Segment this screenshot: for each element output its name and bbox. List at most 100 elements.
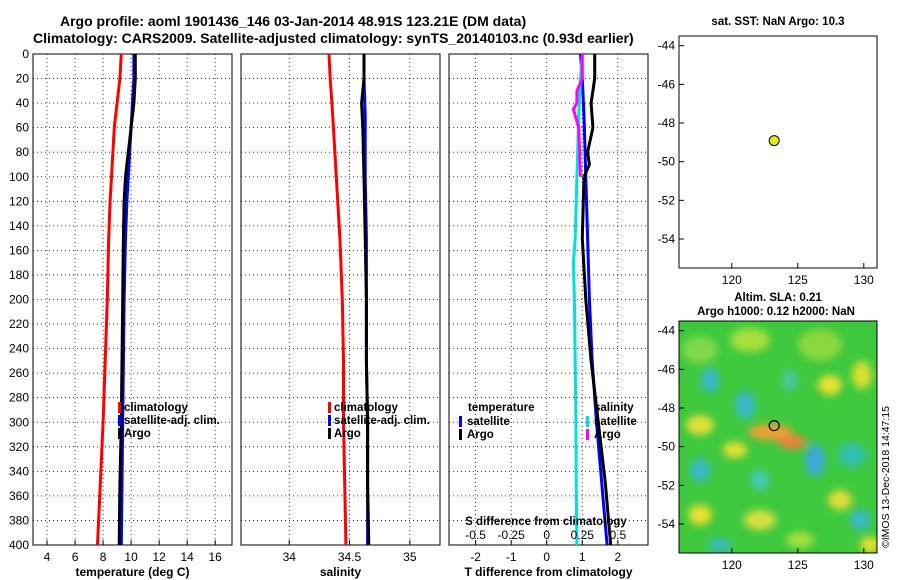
series-line-t-satellite (579, 53, 609, 546)
series-line-climatology (327, 53, 348, 546)
legend-label: climatology (124, 402, 189, 414)
y-tick-label: 80 (16, 145, 30, 159)
legend-label: Argo (594, 429, 621, 441)
x-tick-label: 12 (152, 550, 166, 564)
y-tick-label: -48 (658, 116, 676, 130)
sst-map-title: sat. SST: NaN Argo: 10.3 (711, 16, 844, 28)
argo-location-marker (768, 419, 780, 432)
x-tick-label: 1 (579, 550, 586, 564)
y-tick-label: -50 (658, 440, 676, 454)
y-tick-label: -54 (658, 232, 676, 246)
y-tick-label: 100 (9, 170, 29, 184)
legend-swatch (328, 415, 331, 426)
y-tick-label: 160 (9, 243, 29, 257)
x-axis-label: temperature (deg C) (75, 565, 189, 579)
y-tick-label: 200 (9, 293, 29, 307)
legend-label: Argo (334, 428, 361, 440)
legend-label: satellite-adj. clim. (124, 415, 220, 427)
legend-swatch (118, 428, 121, 439)
sla-anomaly-blob (818, 375, 842, 395)
x-axis-label: T difference from climatology (464, 565, 632, 579)
x-tick-label: 2 (614, 550, 621, 564)
sla-map-title-line2: Argo h1000: 0.12 h2000: NaN (697, 306, 855, 318)
plot-frame (240, 53, 441, 546)
x-tick-label: -2 (470, 550, 481, 564)
x-tick-label: 125 (788, 273, 808, 287)
y-tick-label: -52 (658, 193, 676, 207)
x-tick-label: 0 (543, 550, 550, 564)
sla-anomaly-blob (838, 443, 866, 467)
sla-anomaly-blob (682, 336, 718, 364)
s-tick-label: -0.5 (465, 528, 486, 542)
y-tick-label: 0 (22, 47, 29, 61)
legend-swatch (118, 415, 121, 426)
sla-anomaly-blob (730, 328, 770, 352)
x-tick-label: 6 (72, 550, 79, 564)
y-tick-label: -54 (658, 517, 676, 531)
sla-anomaly-blob (708, 539, 732, 551)
y-tick-label: -46 (658, 362, 676, 376)
series-line-s-satellite (571, 53, 584, 546)
legend-label: climatology (334, 402, 399, 414)
x-axis-label: salinity (320, 565, 362, 579)
y-tick-label: 320 (9, 440, 29, 454)
series-line-argo (117, 54, 137, 546)
x-tick-label: 10 (124, 550, 138, 564)
map-frame (678, 35, 878, 269)
temperature-profile-panel: 4 6 8 10 12 14 16 temperature (deg C) 0 20 40 60 80 1… (9, 47, 233, 579)
x-tick-label: 130 (854, 273, 874, 287)
sla-anomaly-blob (735, 391, 755, 419)
y-tick-label: 360 (9, 489, 29, 503)
sla-anomaly-blob (690, 458, 710, 482)
x-tick-label: 4 (44, 550, 51, 564)
sla-anomaly-blob (828, 490, 852, 510)
x-tick-label: 130 (854, 558, 874, 572)
sla-field (679, 321, 877, 553)
y-tick-label: 220 (9, 317, 29, 331)
legend-swatch (586, 416, 589, 427)
y-tick-label: 280 (9, 391, 29, 405)
y-tick-label: -44 (658, 39, 676, 53)
sla-anomaly-blob (701, 368, 719, 392)
sla-anomaly-blob (748, 424, 792, 440)
y-tick-label: 40 (16, 96, 30, 110)
sla-anomaly-blob (744, 510, 776, 530)
legend-swatch (459, 429, 462, 440)
y-tick-label: -52 (658, 478, 676, 492)
sla-map-title-line1: Altim. SLA: 0.21 (734, 292, 822, 304)
y-tick-label: 120 (9, 194, 29, 208)
s-tick-label: -0.25 (498, 528, 526, 542)
sla-anomaly-blob (798, 329, 842, 361)
legend-swatch (328, 402, 331, 413)
plot-frame (448, 53, 649, 546)
y-tick-label: -48 (658, 401, 676, 415)
legend-label: satellite (594, 416, 637, 428)
y-tick-label: -50 (658, 155, 676, 169)
y-tick-label: 300 (9, 415, 29, 429)
sst-map-panel: sat. SST: NaN Argo: 10.3 -44 -46 -48 -50 -52 -… (658, 16, 878, 287)
sla-anomaly-blob (778, 435, 806, 449)
legend-swatch (586, 429, 589, 440)
sla-anomaly-blob (805, 444, 825, 476)
sla-anomaly-blob (686, 415, 714, 435)
y-tick-label: 340 (9, 464, 29, 478)
legend-label: satellite (467, 416, 510, 428)
y-tick-label: 20 (16, 72, 30, 86)
imos-watermark: ©IMOS 13-Dec-2018 14:47:15 (880, 406, 892, 548)
x-tick-label: -1 (506, 550, 517, 564)
sla-map-panel: Altim. SLA: 0.21 Argo h1000: 0.12 h2000: … (658, 292, 878, 572)
x-tick-label: 34 (283, 550, 297, 564)
sla-anomaly-blob (786, 532, 814, 548)
salinity-profile-panel: 34 34.5 35 salinity climatologysatellite-adj… (240, 53, 441, 579)
figure-title-line2: Climatology: CARS2009. Satellite-adjuste… (33, 30, 634, 46)
y-tick-label: -44 (658, 324, 676, 338)
legend-label: satellite-adj. clim. (334, 415, 430, 427)
legend-swatch (328, 428, 331, 439)
y-tick-label: -46 (658, 77, 676, 91)
difference-profile-panel: -2 -1 0 1 2T difference from climatology temp… (448, 53, 649, 579)
legend-title-temperature: temperature (468, 402, 534, 414)
figure-title-line1: Argo profile: aoml 1901436_146 03-Jan-20… (60, 13, 526, 29)
y-tick-label: 240 (9, 342, 29, 356)
sla-anomaly-blob (850, 510, 870, 530)
